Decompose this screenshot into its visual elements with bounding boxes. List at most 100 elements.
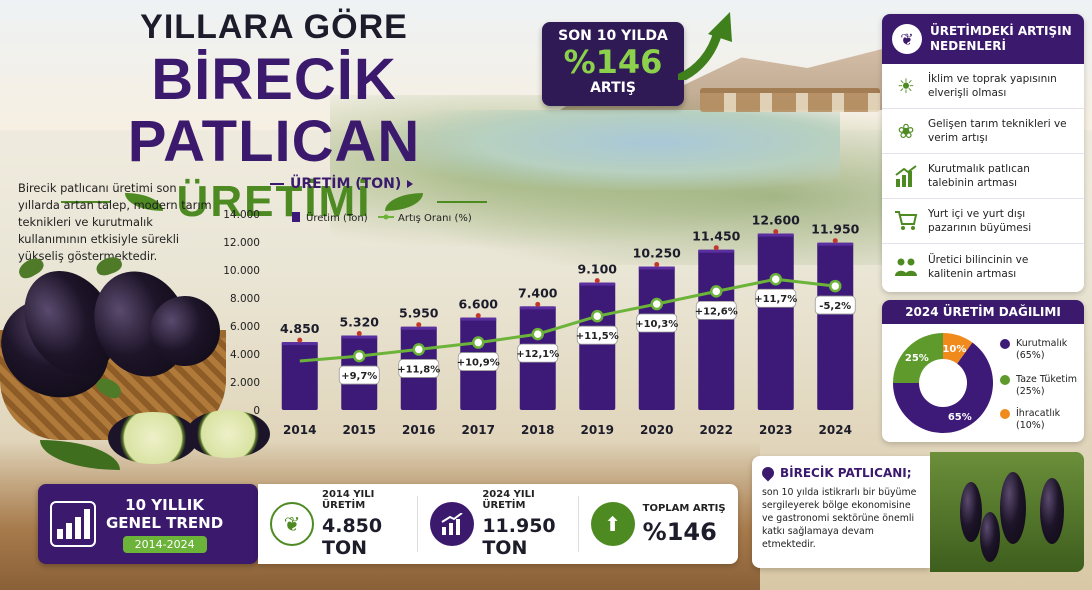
- reason-item: Yurt içi ve yurt dışı pazarının büyümesi: [882, 199, 1084, 244]
- bar-value-label: 11.450: [692, 229, 741, 244]
- bar: [698, 249, 735, 410]
- bar-value-label: 9.100: [577, 262, 617, 277]
- growth-label-box: [695, 300, 737, 320]
- stat-value: 11.950 TON: [482, 515, 556, 559]
- reason-text: Gelişen tarım teknikleri ve verim artışı: [928, 118, 1067, 144]
- x-tick-label: 2018: [521, 423, 554, 437]
- distribution-panel: 2024 ÜRETİM DAĞILIMI 65% 25% 10% Kurutmalı…: [882, 300, 1084, 442]
- legend-item-kurutmalik: Kurutmalık (65%): [1000, 338, 1067, 362]
- bar-cap: [638, 266, 675, 270]
- y-tick-label: 6.000: [230, 321, 260, 333]
- legend-swatch: [1000, 409, 1010, 419]
- trend-range: 2014-2024: [122, 535, 207, 553]
- x-tick-label: 2016: [402, 423, 435, 437]
- people-icon: [892, 253, 920, 281]
- growth-label: +12,6%: [695, 306, 738, 317]
- x-tick-label: 2019: [581, 423, 614, 437]
- bar: [817, 242, 854, 410]
- donut-slice-label: 10%: [942, 344, 966, 355]
- trend-box: 10 YILLIK GENEL TREND 2014-2024: [38, 484, 258, 564]
- note-box: BİRECİK PATLICANI; son 10 yılda istikrar…: [752, 456, 930, 568]
- bar-value-label: 5.950: [399, 306, 439, 321]
- stat-label: TOPLAM ARTIŞ: [642, 502, 726, 514]
- growth-label-box: [398, 359, 440, 378]
- donut-slice-label: 65%: [948, 412, 972, 423]
- growth-point: [353, 349, 366, 363]
- donut-slice: [943, 333, 973, 364]
- legend-pct: (25%): [1016, 386, 1045, 397]
- title-line-2: BİRECİK PATLICAN: [127, 47, 421, 174]
- title-line-3: ÜRETİMİ: [176, 177, 372, 226]
- reason-text: Üretici bilincinin ve kalitenin artması: [928, 253, 1029, 280]
- bar-top-dot: [832, 238, 838, 244]
- reason-item: Üretici bilincinin ve kalitenin artması: [882, 244, 1084, 289]
- eggplant-slice: [186, 410, 270, 458]
- bar-value-label: 12.600: [752, 213, 801, 228]
- growth-label: +12,1%: [516, 349, 559, 360]
- stat-value: %146: [642, 517, 717, 546]
- growth-point: [829, 279, 842, 293]
- stat-label: 2024 YILI ÜRETİM: [482, 489, 535, 511]
- reason-item: ❀ Gelişen tarım teknikleri ve verim artı…: [882, 109, 1084, 154]
- legend-label-growth: Artış Oranı (%): [398, 213, 472, 224]
- leaf-icon: ❦: [892, 24, 922, 54]
- legend-item-ihracat: İhracatlık (10%): [1000, 408, 1060, 432]
- growth-label-box: [517, 343, 559, 363]
- bar-top-dot: [654, 262, 660, 267]
- bar-top-dot: [535, 301, 541, 307]
- growth-label: +9,7%: [341, 371, 377, 382]
- y-tick-label: 8.000: [230, 293, 260, 305]
- growth-label-box: [576, 325, 618, 345]
- chart-title: ÜRETİM (TON): [270, 176, 414, 192]
- bar-cap: [757, 233, 794, 237]
- bar-value-label: 11.950: [811, 222, 860, 237]
- chart-title-text: ÜRETİM (TON): [290, 176, 402, 192]
- donut-slice: [893, 333, 943, 383]
- trend-arrow-icon: [678, 12, 732, 80]
- x-tick-label: 2022: [700, 423, 733, 437]
- x-tick-label: 2023: [759, 423, 792, 437]
- bar-cap: [341, 335, 378, 339]
- bar-top-dot: [713, 245, 719, 251]
- bar-cap: [519, 306, 556, 310]
- donut-slice-label: 25%: [905, 353, 929, 364]
- growth-label: +11,7%: [754, 294, 797, 305]
- legend-label: Kurutmalık: [1016, 338, 1068, 349]
- bar: [757, 233, 794, 410]
- badge-line-3: ARTIŞ: [590, 80, 636, 96]
- location-pin-icon: [759, 464, 777, 482]
- growth-point: [710, 285, 723, 298]
- title-block: YILLARA GÖRE BİRECİK PATLICAN ÜRETİMİ: [14, 8, 534, 227]
- legend-label-production: Üretim (Ton): [306, 211, 368, 224]
- bar-cap: [281, 342, 318, 346]
- bar-top-dot: [475, 313, 481, 319]
- bar: [579, 282, 616, 410]
- background-bridge: [700, 88, 880, 112]
- growth-point: [650, 297, 663, 311]
- bar-value-label: 5.320: [339, 315, 379, 330]
- growth-badge: SON 10 YILDA %146 ARTIŞ: [542, 22, 684, 106]
- growth-label: -5,2%: [819, 301, 851, 312]
- note-title: BİRECİK PATLICANI;: [780, 466, 912, 480]
- bar-cap: [698, 249, 735, 253]
- growth-label: +10,9%: [457, 358, 500, 369]
- bar-value-label: 7.400: [518, 285, 558, 300]
- bar: [638, 266, 675, 410]
- y-tick-label: 0: [253, 405, 260, 417]
- production-chart: 0 2.000 4.000 6.000 8.000 10.000 12.000 14.000 Ü…: [223, 209, 860, 437]
- divider-line-right: [437, 201, 488, 203]
- stats-strip: ❦ 2014 YILI ÜRETİM 4.850 TON 2024 YILI Ü…: [258, 484, 738, 564]
- legend-item-taze: Taze Tüketim (25%): [1000, 374, 1077, 398]
- stat-2024: 2024 YILI ÜRETİM 11.950 TON: [418, 489, 579, 559]
- stat-label: 2014 YILI ÜRETİM: [322, 489, 375, 511]
- growth-line: [299, 277, 836, 363]
- reason-item: ☀ İklim ve toprak yapısının elverişli ol…: [882, 64, 1084, 109]
- growth-label-box: [457, 352, 499, 371]
- stat-value: 4.850 TON: [322, 515, 383, 559]
- cart-icon: [892, 207, 920, 235]
- eggplant: [960, 482, 982, 542]
- x-tick-label: 2024: [819, 423, 852, 437]
- x-tick-label: 2014: [283, 423, 316, 437]
- background-river: [380, 110, 840, 190]
- growth-label: +11,8%: [397, 364, 440, 375]
